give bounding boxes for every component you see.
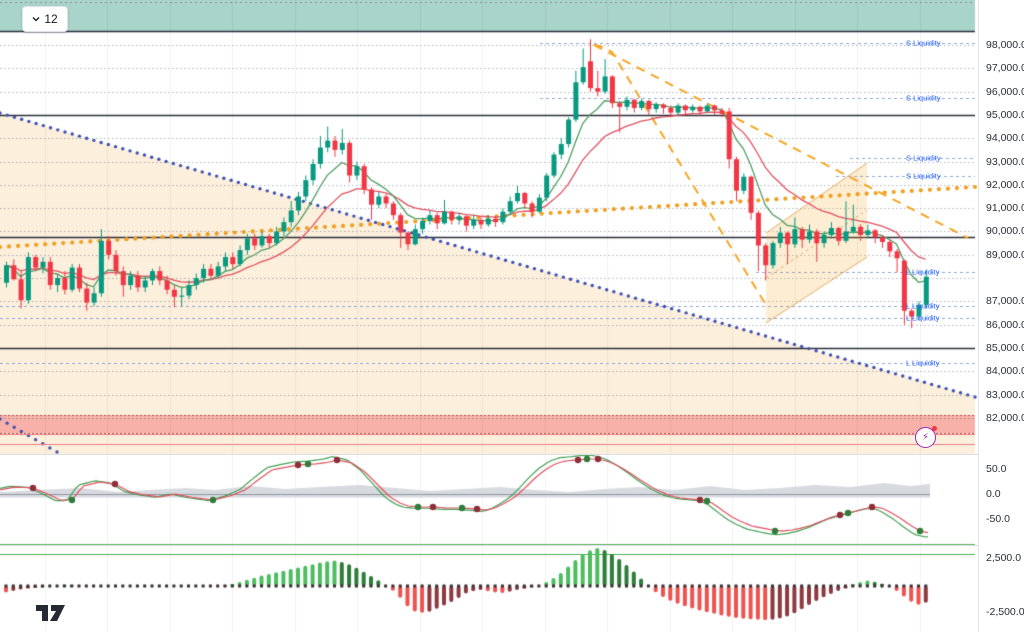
axis-tick: 85,000.0 [986, 342, 1024, 355]
timeframe-button[interactable]: 12 [22, 6, 68, 32]
axis-tick: 84,000.0 [986, 365, 1024, 378]
axis-tick: 97,000.0 [986, 62, 1024, 75]
lightning-alert-button[interactable]: ⚡ [915, 426, 937, 448]
axis-tick: 96,000.0 [986, 85, 1024, 98]
buy-liquidity-label: L Liquidity [906, 267, 940, 277]
axis-tick: 82,000.0 [986, 411, 1024, 424]
sell-liquidity-label: S Liquidity [906, 38, 941, 48]
price-axis-panel[interactable]: USDT 98,000.097,000.096,000.095,000.094,… [978, 0, 1024, 632]
buy-liquidity-label: L Liquidity [906, 313, 940, 323]
axis-tick: 87,000.0 [986, 295, 1024, 308]
sell-liquidity-label: S Liquidity [906, 153, 941, 163]
axis-tick: 90,000.0 [986, 225, 1024, 238]
axis-tick: 92,000.0 [986, 178, 1024, 191]
sell-liquidity-label: S Liquidity [906, 171, 941, 181]
axis-tick: 91,000.0 [986, 202, 1024, 215]
axis-tick: 94,000.0 [986, 132, 1024, 145]
axis-tick: -2,500.0 [986, 606, 1024, 618]
axis-tick: 0.0 [986, 488, 1001, 500]
axis-tick: 83,000.0 [986, 388, 1024, 401]
alert-dot [932, 426, 937, 431]
tradingview-logo[interactable] [34, 601, 70, 623]
axis-tick: 98,000.0 [986, 39, 1024, 51]
pane-separator-oscillator[interactable] [0, 454, 978, 455]
buy-liquidity-label: L Liquidity [906, 358, 940, 368]
axis-tick: 86,000.0 [986, 318, 1024, 331]
axis-tick: 95,000.0 [986, 108, 1024, 121]
axis-tick: 2,500.0 [986, 552, 1022, 564]
buy-liquidity-label: L Liquidity [906, 301, 940, 311]
axis-tick: 50.0 [986, 463, 1007, 475]
axis-tick: 93,000.0 [986, 155, 1024, 168]
chart-canvas[interactable] [0, 0, 978, 632]
sell-liquidity-label: S Liquidity [906, 93, 941, 103]
timeframe-label: 12 [44, 12, 58, 26]
chevron-down-icon [32, 17, 40, 22]
pane-separator-histogram[interactable] [0, 545, 978, 546]
axis-tick: 89,000.0 [986, 248, 1024, 261]
axis-tick: -50.0 [986, 513, 1010, 525]
lightning-icon: ⚡ [921, 431, 930, 443]
